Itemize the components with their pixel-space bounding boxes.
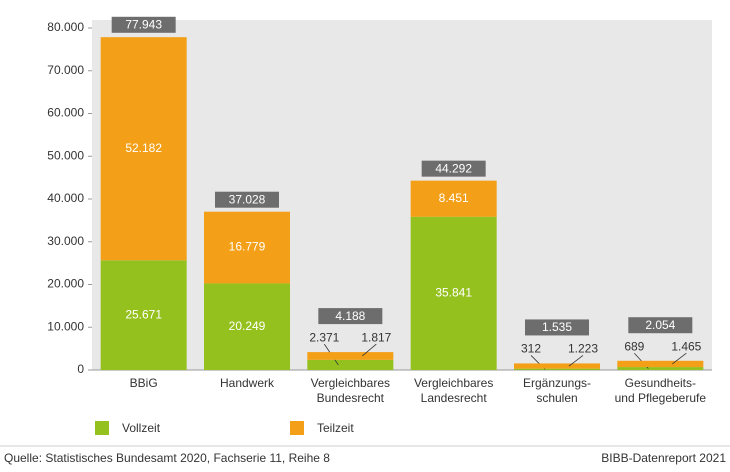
total-label: 1.535: [542, 320, 572, 334]
bar-segment: [410, 216, 497, 370]
value-label: 312: [521, 342, 541, 356]
credit: BIBB-Datenreport 2021: [601, 451, 726, 465]
bar-segment: [307, 352, 394, 360]
bar-segment: [204, 283, 290, 370]
value-label: 20.249: [229, 319, 266, 333]
y-tick-label: 70.000: [47, 63, 84, 77]
legend-label: Vollzeit: [122, 421, 161, 435]
legend-label: Teilzeit: [317, 421, 354, 435]
total-label: 4.188: [335, 309, 365, 323]
y-tick-label: 40.000: [47, 191, 84, 205]
total-box: [525, 319, 589, 336]
value-label: 1.817: [361, 330, 391, 344]
value-label: 25.671: [125, 307, 162, 321]
y-tick-label: 80.000: [47, 20, 84, 34]
value-label: 1.223: [568, 342, 598, 356]
total-label: 44.292: [435, 161, 472, 175]
total-box: [421, 160, 486, 177]
plot-background: [92, 20, 712, 370]
value-label: 8.451: [439, 191, 469, 205]
bar-segment: [617, 367, 704, 370]
total-box: [318, 308, 383, 325]
source: Quelle: Statistisches Bundesamt 2020, Fa…: [4, 451, 330, 465]
x-tick-label: Handwerk: [220, 376, 275, 390]
total-box: [628, 317, 693, 334]
bar-segment: [514, 368, 600, 370]
total-label: 77.943: [125, 17, 162, 31]
leader-line: [362, 343, 377, 357]
leader-line: [568, 355, 584, 367]
value-label: 689: [624, 339, 644, 353]
x-tick-label: schulen: [536, 391, 577, 405]
x-tick-label: Landesrecht: [421, 391, 488, 405]
bar-segment: [410, 180, 497, 217]
y-tick-label: 60.000: [47, 106, 84, 120]
total-box: [111, 16, 176, 33]
y-tick-label: 50.000: [47, 148, 84, 162]
value-label: 52.182: [125, 141, 162, 155]
bar-segment: [307, 359, 394, 370]
value-label: 35.841: [435, 286, 472, 300]
bar-segment: [204, 211, 290, 284]
bar-segment: [100, 37, 187, 261]
bar-segment: [617, 360, 704, 368]
x-tick-label: Ergänzungs-: [523, 376, 591, 390]
total-label: 2.054: [645, 318, 675, 332]
x-tick-label: BBiG: [130, 376, 158, 390]
total-box: [215, 191, 279, 208]
legend-swatch: [95, 421, 109, 435]
x-tick-label: Gesundheits-: [625, 376, 696, 390]
value-label: 1.465: [671, 339, 701, 353]
leader-line: [672, 352, 687, 365]
bar-segment: [514, 363, 600, 369]
y-tick-label: 30.000: [47, 234, 84, 248]
x-tick-label: Vergleichbares: [414, 376, 493, 390]
bar-segment: [100, 260, 187, 370]
y-tick-label: 10.000: [47, 319, 84, 333]
x-tick-label: und Pflegeberufe: [615, 391, 707, 405]
x-tick-label: Vergleichbares: [311, 376, 390, 390]
y-tick-label: 20.000: [47, 277, 84, 291]
value-label: 2.371: [309, 330, 339, 344]
legend-swatch: [290, 421, 304, 435]
value-label: 16.779: [229, 240, 266, 254]
y-tick-label: 0: [77, 362, 84, 376]
total-label: 37.028: [229, 192, 266, 206]
x-tick-label: Bundesrecht: [317, 391, 385, 405]
